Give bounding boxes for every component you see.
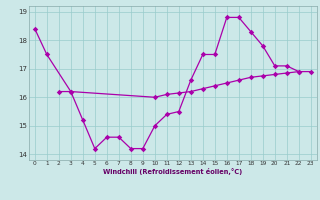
X-axis label: Windchill (Refroidissement éolien,°C): Windchill (Refroidissement éolien,°C) [103, 168, 243, 175]
